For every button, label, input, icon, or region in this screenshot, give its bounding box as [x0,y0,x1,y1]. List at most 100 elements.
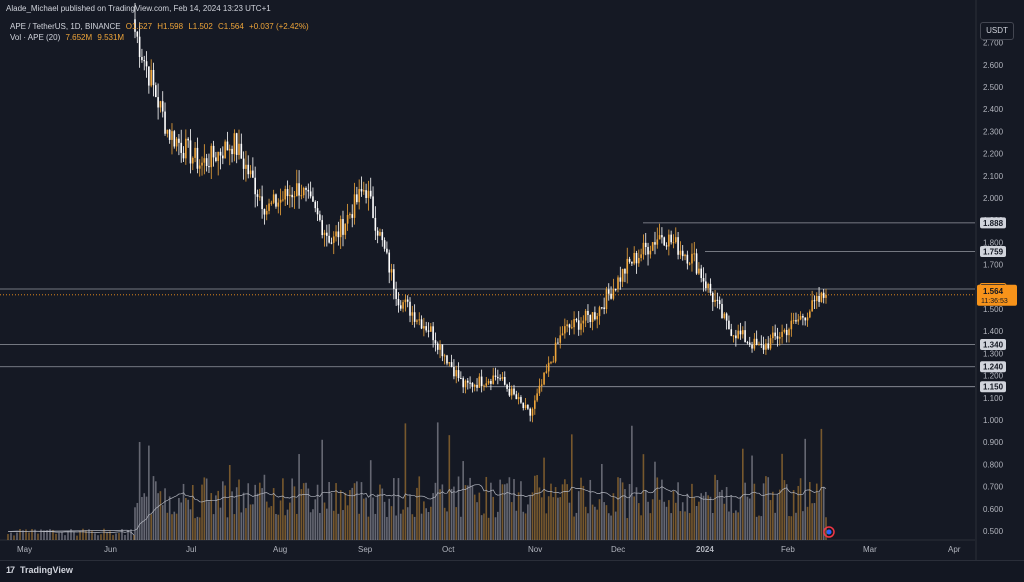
y-tick-label: 2.100 [983,172,1004,181]
volume-bar [601,463,603,540]
candle-body [725,313,728,321]
volume-bar [19,528,21,540]
volume-bar [705,491,707,540]
volume-bar [376,494,379,540]
candle-body [358,189,360,203]
candle-body [453,366,455,377]
tradingview-wordmark: TradingView [20,565,73,575]
volume-bar [362,498,365,540]
volume-bar [721,489,723,540]
candle-body [164,111,166,134]
volume-bar [154,481,157,540]
tradingview-logo-icon: 17 [6,565,15,575]
candle-body [503,377,506,385]
candle-body [596,316,599,320]
volume-bar [577,491,580,540]
symbol-label[interactable]: APE / TetherUS, 1D, BINANCE [10,22,121,31]
volume-bar [418,476,421,540]
volume-bar [490,482,492,540]
candle-body [714,299,716,303]
volume-bar [450,488,453,540]
candle-body [577,320,580,330]
candle-body [584,310,587,321]
candle-body [804,317,807,321]
volume-bar [644,490,647,540]
volume-bar [809,481,811,540]
candle-body [497,376,499,379]
candle-body [369,190,372,197]
candle-body [286,189,289,197]
candle-body [739,330,742,335]
volume-bar [289,502,291,540]
candle-body [647,247,649,255]
current-price-label: 1.564 [983,287,1004,296]
candle-body [295,183,298,197]
candle-body [614,289,617,291]
volume-bar [261,488,263,540]
candle-body [226,141,229,151]
candle-body [510,388,513,396]
candle-body [261,196,263,210]
volume-bar [360,482,363,540]
volume-bar [621,482,624,540]
volume-bar [40,529,42,540]
volume-bar [464,485,467,540]
candle-body [418,319,421,321]
tradingview-brand[interactable]: 17 TradingView [6,565,73,575]
volume-bar [455,507,458,540]
y-tick-label: 0.600 [983,505,1004,514]
volume-bar [538,487,541,540]
volume-bar [238,479,240,540]
candle-body [668,234,670,247]
candle-body [723,313,726,318]
volume-bar [679,511,682,540]
currency-button[interactable]: USDT [980,22,1014,40]
volume-bar [201,484,203,540]
candle-body [499,378,501,380]
y-tick-label: 1.100 [983,394,1004,403]
y-tick-label: 1.400 [983,327,1004,336]
volume-bar [185,497,187,540]
level-price-tag [980,246,1006,258]
open-value: O1.527 [125,22,153,31]
volume-bar [235,487,238,540]
volume-bar [397,478,400,540]
volume-bar [494,517,497,540]
volume-bar [254,484,256,540]
volume-bar [702,495,705,540]
candle-body [603,307,605,310]
candle-body [751,344,753,349]
candle-body [797,319,800,322]
level-price-tag [980,339,1006,351]
candle-body [161,101,164,112]
volume-bar [430,506,432,540]
candle-body [772,332,774,339]
candle-body [134,19,136,32]
candle-body [522,402,525,409]
candle-body [187,138,189,141]
volume-bar [568,502,571,540]
volume-label[interactable]: Vol · APE (20) [10,33,61,42]
volume-bar [624,489,626,540]
volume-bar [772,491,774,540]
volume-bar [263,474,266,540]
candle-body [367,190,370,198]
volume-bar [651,499,654,540]
volume-bar [730,495,733,540]
candle-body [252,170,254,178]
candle-body [390,269,393,273]
volume-bar [674,502,677,540]
candle-body [702,278,705,282]
candle-body [196,147,199,169]
volume-bar [157,493,159,540]
volume-bar [776,494,779,540]
volume-bar [746,496,749,540]
candle-body [520,397,522,403]
candle-body [224,141,226,159]
volume-bar [399,513,402,540]
candle-body [349,214,351,216]
candle-body [487,381,490,384]
y-tick-label: 1.000 [983,416,1004,425]
candle-body [189,140,192,164]
